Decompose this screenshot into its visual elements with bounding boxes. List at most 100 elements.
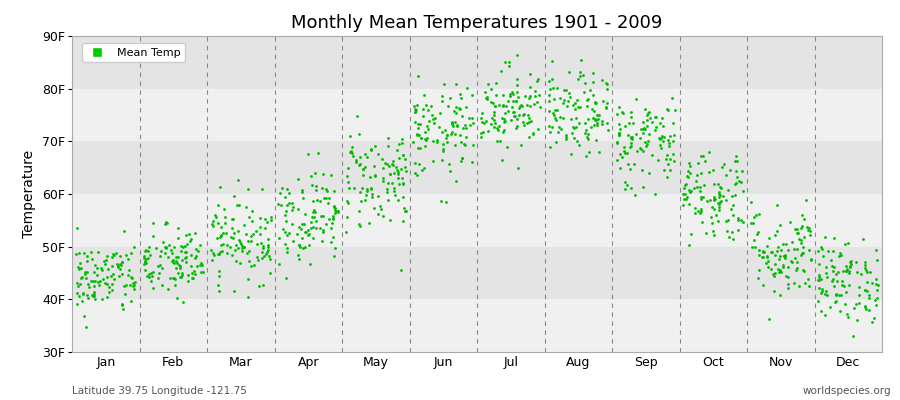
Point bbox=[666, 151, 680, 158]
Point bbox=[151, 263, 166, 270]
Point bbox=[505, 89, 519, 96]
Point bbox=[862, 269, 877, 275]
Point bbox=[640, 140, 654, 147]
Point bbox=[349, 113, 364, 119]
Point bbox=[755, 254, 770, 260]
Point bbox=[819, 270, 833, 276]
Point bbox=[798, 197, 813, 203]
Point bbox=[454, 95, 469, 102]
Point bbox=[115, 259, 130, 265]
Point bbox=[747, 214, 761, 221]
Point bbox=[618, 150, 633, 157]
Point bbox=[376, 213, 391, 219]
Point bbox=[306, 198, 320, 204]
Point bbox=[354, 197, 368, 204]
Point bbox=[694, 196, 708, 202]
Point bbox=[394, 140, 409, 146]
Point bbox=[219, 230, 233, 236]
Point bbox=[842, 259, 857, 266]
Point bbox=[554, 114, 568, 120]
Point bbox=[441, 102, 455, 109]
Point bbox=[734, 217, 748, 223]
Point bbox=[264, 216, 278, 223]
Point bbox=[747, 236, 761, 243]
Point bbox=[107, 252, 122, 258]
Point bbox=[795, 212, 809, 218]
Point bbox=[801, 282, 815, 289]
Point bbox=[616, 144, 631, 150]
Point bbox=[688, 210, 703, 216]
Point bbox=[497, 127, 511, 134]
Point bbox=[263, 270, 277, 276]
Point bbox=[752, 247, 767, 254]
Point bbox=[454, 113, 469, 119]
Point bbox=[76, 312, 91, 319]
Point bbox=[707, 181, 722, 187]
Point bbox=[364, 146, 378, 152]
Point bbox=[788, 226, 803, 232]
Point bbox=[579, 153, 593, 160]
Point bbox=[357, 164, 372, 170]
Point bbox=[298, 244, 312, 250]
Point bbox=[773, 267, 788, 273]
Point bbox=[640, 112, 654, 118]
Point bbox=[839, 268, 853, 274]
Point bbox=[84, 278, 98, 284]
Point bbox=[316, 227, 330, 233]
Point bbox=[169, 295, 184, 302]
Point bbox=[161, 253, 176, 260]
Point bbox=[858, 287, 872, 293]
Point bbox=[865, 280, 879, 286]
Point bbox=[703, 197, 717, 203]
Point bbox=[157, 239, 171, 246]
Point bbox=[588, 98, 602, 105]
Point bbox=[446, 121, 460, 127]
Point bbox=[629, 96, 643, 102]
Point bbox=[498, 118, 512, 125]
Point bbox=[833, 250, 848, 256]
Point bbox=[679, 196, 693, 202]
Point bbox=[436, 146, 450, 152]
Point bbox=[447, 107, 462, 114]
Point bbox=[380, 186, 394, 192]
Bar bbox=[72, 141, 882, 194]
Point bbox=[624, 143, 638, 149]
Point bbox=[167, 244, 182, 250]
Point bbox=[447, 131, 462, 138]
Point bbox=[305, 214, 320, 220]
Point bbox=[226, 287, 240, 294]
Point bbox=[702, 149, 716, 155]
Point bbox=[105, 271, 120, 278]
Point bbox=[759, 260, 773, 266]
Point bbox=[479, 118, 493, 124]
Point bbox=[371, 193, 385, 200]
Point bbox=[599, 105, 614, 112]
Point bbox=[112, 253, 127, 259]
Point bbox=[683, 188, 698, 195]
Point bbox=[677, 184, 691, 191]
Point bbox=[309, 182, 323, 189]
Point bbox=[119, 282, 133, 288]
Point bbox=[148, 245, 163, 251]
Point bbox=[526, 100, 541, 107]
Point bbox=[835, 282, 850, 288]
Point bbox=[491, 123, 506, 129]
Point bbox=[612, 104, 626, 110]
Point bbox=[477, 120, 491, 126]
Point bbox=[870, 287, 885, 294]
Point bbox=[789, 226, 804, 232]
Point bbox=[439, 135, 454, 141]
Point bbox=[483, 121, 498, 127]
Point bbox=[716, 161, 731, 167]
Point bbox=[624, 184, 638, 191]
Point bbox=[522, 134, 536, 140]
Point bbox=[213, 242, 228, 249]
Point bbox=[344, 147, 358, 154]
Point bbox=[643, 115, 657, 121]
Point bbox=[613, 165, 627, 171]
Point bbox=[408, 108, 422, 115]
Point bbox=[112, 272, 126, 279]
Point bbox=[294, 226, 309, 232]
Point bbox=[789, 264, 804, 271]
Point bbox=[86, 269, 101, 275]
